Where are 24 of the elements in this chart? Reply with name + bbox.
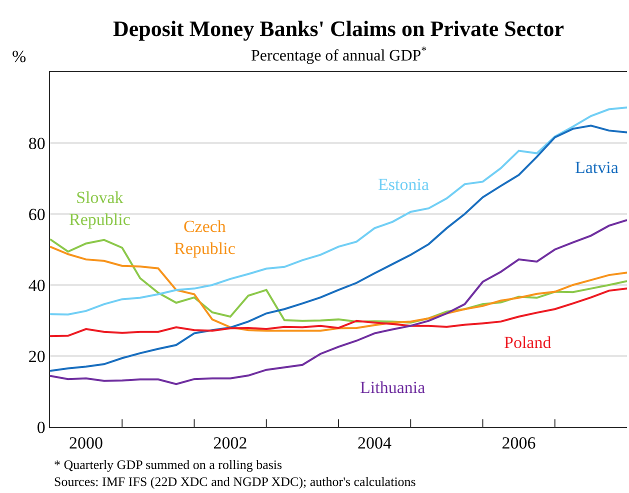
y-axis-title: %: [12, 47, 26, 66]
line-series: [50, 288, 627, 338]
y-tick-label: 60: [28, 204, 46, 224]
series-label: Poland: [504, 333, 552, 352]
y-tick-label: 0: [36, 418, 46, 437]
line-series: [50, 106, 627, 316]
x-tick-label: 2002: [213, 434, 248, 453]
series-label: Czech Republic: [174, 217, 236, 258]
text: * Quarterly GDP summed on a rolling basis: [54, 457, 282, 472]
series-label: Slovak Republic: [69, 188, 131, 230]
series-label: Estonia: [378, 175, 430, 194]
text: Lithuania: [360, 378, 426, 397]
line-series: [50, 124, 627, 372]
series-label: Latvia: [575, 158, 619, 177]
chart-subtitle: Percentage of annual GDP$^{*}$: [251, 45, 428, 65]
chart-title: Deposit Money Banks' Claims on Private Sector: [113, 16, 564, 41]
line-series: [50, 238, 627, 324]
source-note: Sources: IMF IFS (22D XDC and NGDP XDC); author's calculations: [54, 474, 416, 489]
x-tick-label: 2006: [502, 434, 536, 453]
x-tick-label: 2000: [69, 434, 104, 453]
y-tick-label: 80: [28, 134, 46, 153]
x-tick-label: 2004: [358, 434, 392, 453]
y-tick-label: 40: [28, 276, 46, 295]
y-tick-label: 20: [28, 346, 46, 366]
